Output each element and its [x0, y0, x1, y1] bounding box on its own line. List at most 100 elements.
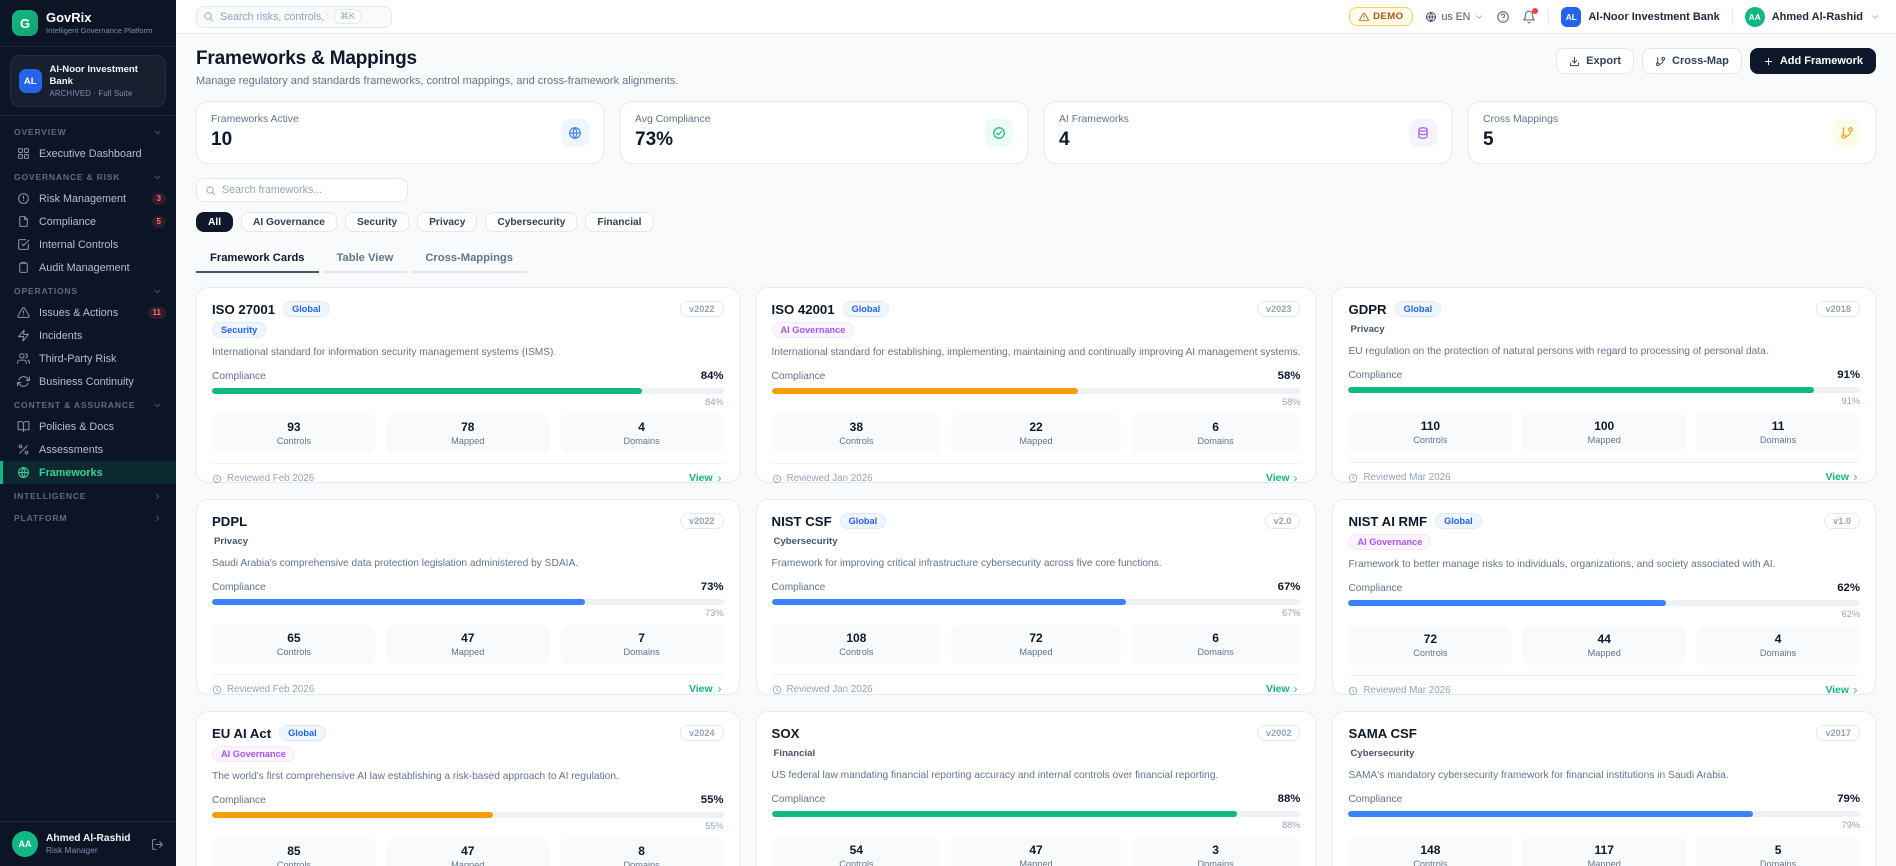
cross-map-button[interactable]: Cross-Map [1642, 48, 1742, 74]
compliance-percent: 88% [1277, 793, 1301, 806]
sidebar-nav: OVERVIEW Executive Dashboard GOVERNANCE & … [0, 115, 176, 821]
notifications-button[interactable] [1522, 7, 1539, 24]
framework-card-nist-csf[interactable]: NIST CSF Global v2.0 Cybersecurity Framework… [755, 499, 1317, 695]
category-badge: Financial [773, 748, 816, 759]
framework-card-iso-27001[interactable]: ISO 27001 Global v2022 Security Internationa… [196, 287, 740, 484]
framework-card-sox[interactable]: SOX v2002 Financial US federal law mandatin… [755, 711, 1317, 866]
compliance-progressbar [771, 811, 1301, 818]
view-link[interactable]: View [1826, 472, 1861, 483]
view-link[interactable]: View [689, 473, 724, 484]
framework-card-nist-ai-rmf[interactable]: NIST AI RMF Global v1.0 AI Governance Framew… [1332, 499, 1876, 696]
sidebar-item-audit-management[interactable]: Audit Management [0, 256, 176, 279]
sidebar-item-frameworks[interactable]: Frameworks [0, 461, 176, 484]
tab-table-view[interactable]: Table View [322, 246, 408, 273]
version-badge: v2024 [679, 725, 724, 741]
sidebar-user[interactable]: AA Ahmed Al-Rashid Risk Manager [0, 821, 176, 866]
filter-chip-ai-governance[interactable]: AI Governance [241, 212, 337, 232]
category-badge: Cybersecurity [773, 536, 838, 547]
sidebar-item-risk-management[interactable]: Risk Management 3 [0, 187, 176, 210]
logout-icon[interactable] [151, 838, 164, 851]
framework-stat-controls: 38 Controls [771, 414, 942, 454]
filter-chip-cybersecurity[interactable]: Cybersecurity [485, 212, 578, 232]
framework-stat-mapped: 117 Mapped [1522, 837, 1687, 866]
sidebar-section-governance-risk[interactable]: GOVERNANCE & RISK [0, 165, 176, 187]
compliance-percent: 79% [1837, 793, 1860, 806]
framework-title: PDPL [212, 513, 248, 529]
sidebar-item-internal-controls[interactable]: Internal Controls [0, 233, 176, 256]
stat-caption: Domains [1759, 648, 1797, 659]
sidebar-item-executive-dashboard[interactable]: Executive Dashboard [0, 142, 176, 165]
framework-stat-controls: 110 Controls [1348, 413, 1513, 453]
tab-framework-cards[interactable]: Framework Cards [196, 246, 319, 273]
sidebar-item-compliance[interactable]: Compliance 5 [0, 210, 176, 233]
framework-title: NIST CSF [771, 513, 832, 529]
framework-stat-controls: 65 Controls [212, 625, 376, 665]
framework-card-iso-42001[interactable]: ISO 42001 Global v2023 AI Governance Interna… [755, 287, 1317, 484]
view-link[interactable]: View [1266, 473, 1301, 484]
frameworks-search-input[interactable] [222, 184, 382, 196]
version-badge: v2022 [679, 513, 724, 529]
filter-chip-security[interactable]: Security [344, 212, 410, 232]
global-search-input[interactable] [220, 10, 328, 23]
org-menu[interactable]: AL Al-Noor Investment Bank [1561, 6, 1720, 27]
compliance-label: Compliance [212, 794, 266, 806]
entity-switcher[interactable]: AL Al-Noor Investment Bank ARCHIVED · Fu… [10, 55, 166, 107]
sidebar-item-third-party-risk[interactable]: Third-Party Risk [0, 347, 176, 370]
sidebar-item-assessments[interactable]: Assessments [0, 438, 176, 461]
view-link[interactable]: View [1266, 684, 1301, 695]
brand-name: GovRix [46, 9, 92, 25]
plus-icon [1763, 56, 1774, 67]
framework-card-eu-ai-act[interactable]: EU AI Act Global v2024 AI Governance The wor… [196, 711, 740, 866]
stat-number: 108 [846, 631, 867, 646]
sidebar-section-label: INTELLIGENCE [14, 491, 87, 501]
brand: G GovRix Intelligent Governance Platform [0, 0, 176, 47]
help-icon[interactable] [1496, 10, 1510, 24]
view-link[interactable]: View [689, 684, 724, 695]
main-area: ⌘K DEMO us EN AL Al-Noor Investment Bank [176, 0, 1896, 866]
user-menu[interactable]: AA Ahmed Al-Rashid [1744, 6, 1880, 27]
globe-icon [561, 118, 589, 147]
stat-caption: Domains [1197, 647, 1234, 658]
stat-number: 110 [1420, 419, 1441, 434]
sidebar-section-platform[interactable]: PLATFORM [0, 506, 176, 528]
export-button[interactable]: Export [1556, 48, 1635, 74]
stat-card-avg-compliance: Avg Compliance 73% [620, 101, 1028, 164]
check-square-icon [17, 238, 30, 251]
sidebar-item-business-continuity[interactable]: Business Continuity [0, 370, 176, 393]
clock-icon [1348, 473, 1358, 483]
framework-card-pdpl[interactable]: PDPL v2022 Privacy Saudi Arabia's comprehen… [196, 499, 740, 695]
filter-chip-all[interactable]: All [196, 212, 234, 232]
global-search[interactable]: ⌘K [196, 5, 392, 28]
framework-stat-domains: 4 Domains [559, 414, 724, 454]
reviewed-date: Reviewed Mar 2026 [1348, 472, 1451, 483]
sidebar-item-policies-docs[interactable]: Policies & Docs [0, 415, 176, 438]
sidebar-section-overview[interactable]: OVERVIEW [0, 120, 176, 142]
add-framework-button[interactable]: Add Framework [1749, 48, 1876, 74]
brand-tagline: Intelligent Governance Platform [46, 26, 153, 36]
framework-card-gdpr[interactable]: GDPR Global v2018 Privacy EU regulation on t… [1332, 287, 1876, 483]
locale-selector[interactable]: us EN [1425, 11, 1484, 23]
sidebar-item-incidents[interactable]: Incidents [0, 324, 176, 347]
filter-chip-financial[interactable]: Financial [585, 212, 654, 232]
framework-stat-mapped: 72 Mapped [951, 625, 1121, 665]
framework-title: SAMA CSF [1348, 725, 1417, 741]
sidebar-item-label: Issues & Actions [39, 306, 119, 319]
sidebar-item-badge: 11 [147, 306, 166, 319]
framework-stat-domains: 8 Domains [559, 838, 724, 866]
sidebar-item-issues-actions[interactable]: Issues & Actions 11 [0, 301, 176, 324]
compliance-progress-fill [771, 811, 1237, 818]
sidebar-section-intelligence[interactable]: INTELLIGENCE [0, 484, 176, 506]
framework-stat-controls: 72 Controls [1348, 626, 1513, 666]
frameworks-search[interactable] [196, 178, 408, 202]
filter-chip-privacy[interactable]: Privacy [417, 212, 478, 232]
compliance-percent-small: 62% [1841, 609, 1860, 620]
tab-cross-mappings[interactable]: Cross-Mappings [411, 246, 527, 273]
sidebar-section-content-assurance[interactable]: CONTENT & ASSURANCE [0, 393, 176, 415]
framework-stat-controls: 54 Controls [771, 837, 942, 866]
framework-card-sama-csf[interactable]: SAMA CSF v2017 Cybersecurity SAMA's mandato… [1332, 711, 1876, 866]
stat-number: 93 [287, 420, 301, 435]
view-link[interactable]: View [1826, 685, 1861, 696]
sidebar-section-label: OVERVIEW [14, 127, 67, 137]
framework-cards-grid: ISO 27001 Global v2022 Security Internationa… [196, 287, 1876, 866]
sidebar-section-operations[interactable]: OPERATIONS [0, 279, 176, 301]
